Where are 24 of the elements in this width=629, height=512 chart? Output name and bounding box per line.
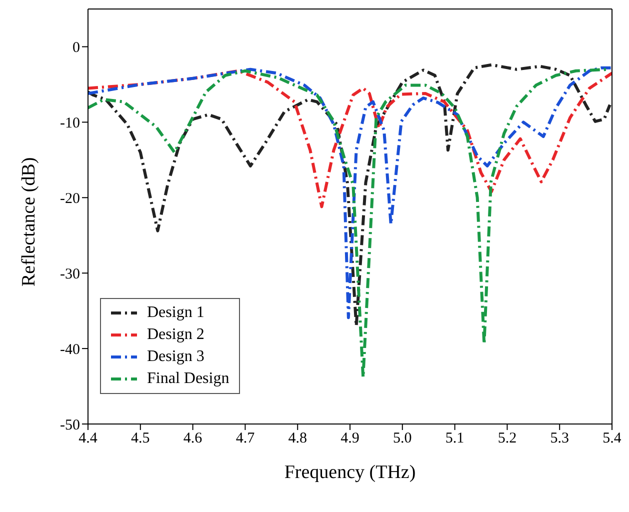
legend-label: Final Design [147,369,230,389]
line-series [88,69,612,208]
x-tick-label: 4.8 [288,430,307,447]
x-tick-label: 4.6 [183,430,203,447]
y-tick-label: -40 [60,342,80,358]
legend-label: Design 2 [147,325,204,345]
y-tick-label: -20 [60,190,80,207]
x-tick-label: 5.0 [393,430,412,447]
x-tick-label: 5.4 [602,430,622,447]
y-tick-label: 0 [72,40,80,56]
x-tick-label: 4.9 [340,430,360,447]
y-tick-label: -50 [60,417,80,434]
x-axis-title: Frequency (THz) [284,462,416,483]
y-axis-title: Reflectance (dB) [18,157,40,286]
y-tick-label: -30 [60,266,80,282]
x-tick-label: 4.7 [236,430,256,447]
legend-label: Design 3 [147,347,204,367]
legend-label: Design 1 [147,303,204,323]
x-tick-label: 5.2 [498,430,517,447]
x-tick-label: 4.5 [131,430,150,447]
x-tick-label: 5.1 [445,430,464,447]
x-tick-label: 4.4 [78,430,98,447]
y-tick-label: -10 [60,116,80,132]
x-tick-label: 5.3 [550,430,569,447]
